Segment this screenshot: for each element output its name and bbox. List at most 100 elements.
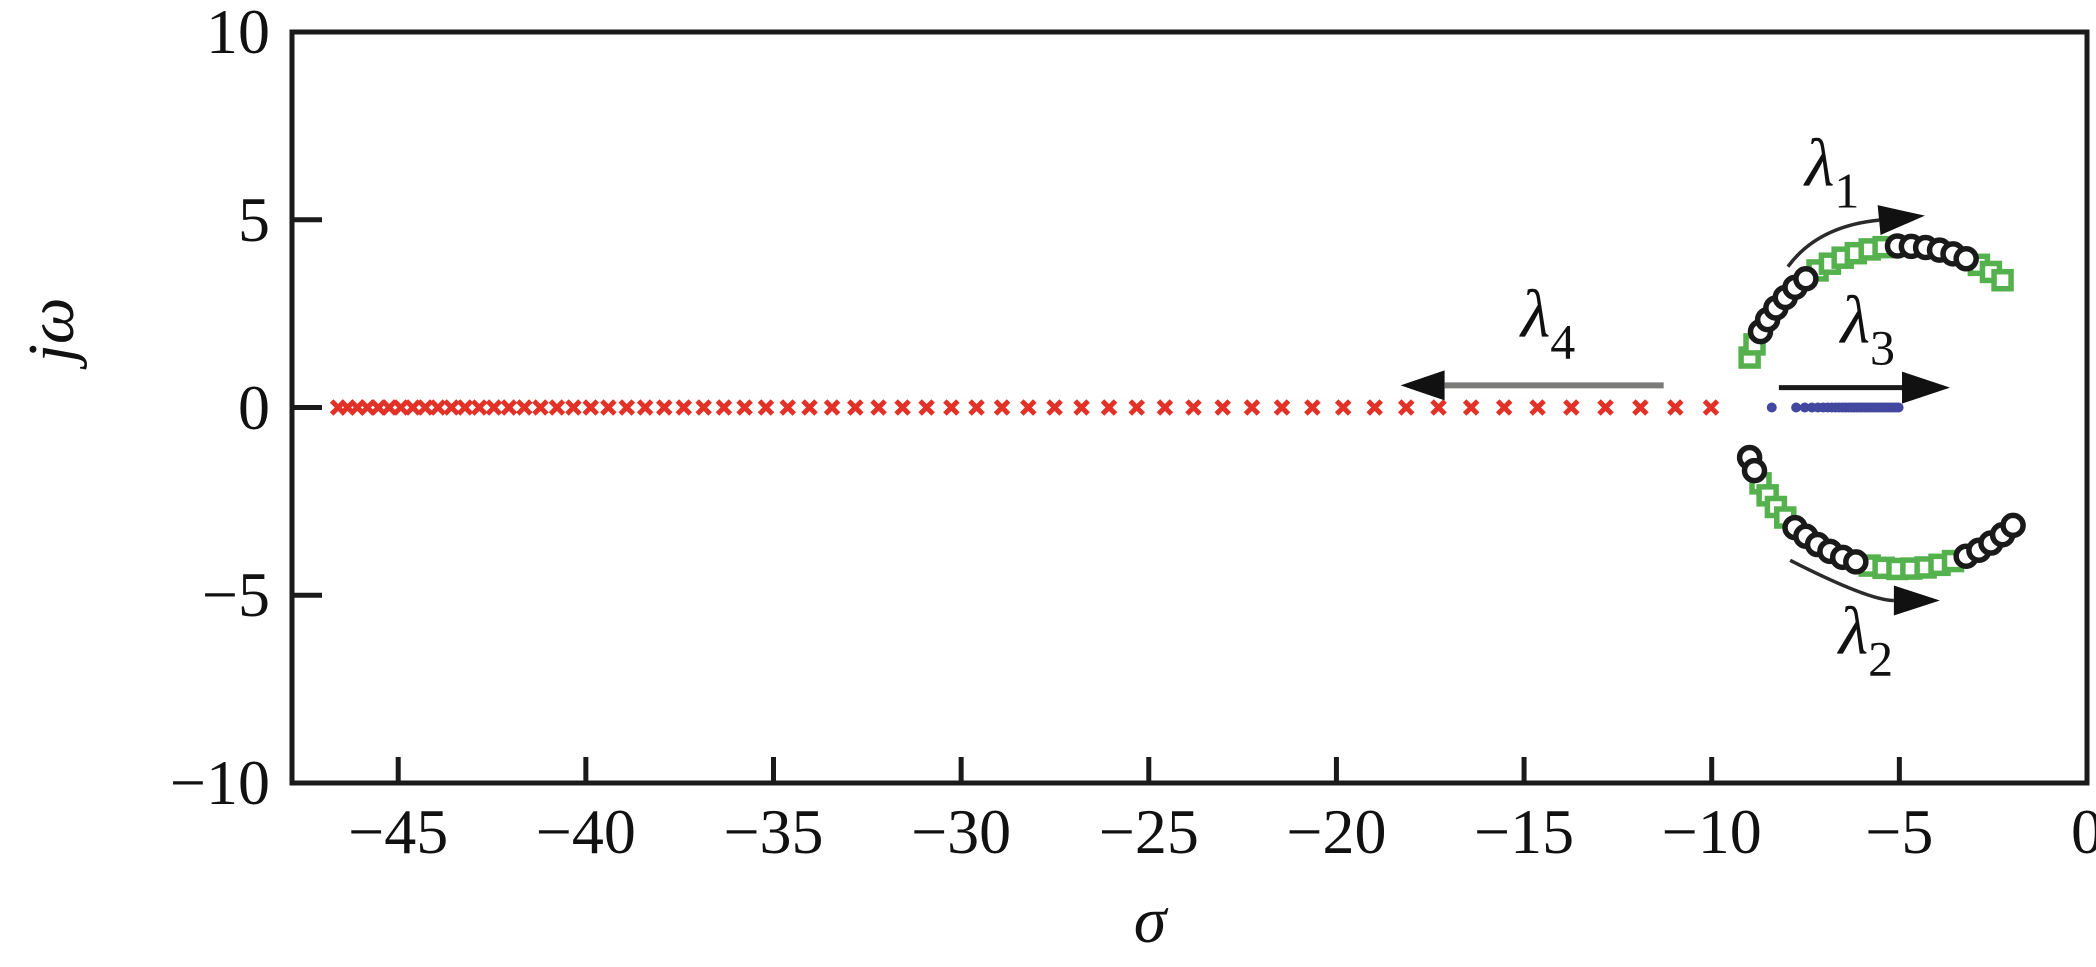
marker-x [516,399,533,416]
lambda3-label-subscript: 3 [1870,319,1896,376]
x-tick-label: 0 [2071,796,2096,867]
marker-x [894,399,911,416]
lambda4-label-base: λ [1520,275,1551,352]
marker-x [1214,399,1231,416]
lambda2-label-base: λ [1838,592,1869,669]
marker-x [471,399,488,416]
marker-x [968,399,985,416]
marker-x [500,399,518,416]
marker-x [1185,399,1202,416]
x-tick-label: −15 [1474,796,1575,867]
marker-x [1430,399,1447,416]
marker-x [1495,399,1513,416]
marker-open-circle [1953,246,1979,272]
lambda2-label: λ2 [1839,597,1893,684]
arrow-head [1877,205,1925,236]
marker-x [532,399,549,416]
lambda2-arrow-curve [1789,558,1894,603]
x-tick-label: −25 [1098,796,1199,867]
lambda1-arrow-curve [1786,218,1880,268]
marker-x [993,399,1011,416]
marker-x [695,399,712,416]
marker-x [456,399,474,416]
marker-dot [1893,402,1904,413]
y-tick-label: 5 [238,183,270,255]
marker-x [757,399,775,416]
y-axis-label: jω [15,297,88,363]
lambda1-label: λ1 [1805,129,1859,216]
marker-x [847,399,864,416]
marker-x [1667,399,1684,416]
marker-x [1156,399,1174,416]
marker-x [1529,399,1546,416]
marker-x [1304,399,1321,416]
marker-x [715,399,733,416]
marker-x [1563,399,1580,416]
y-tick-label: −5 [201,559,270,631]
y-tick-label: 10 [206,0,270,67]
marker-x [582,399,599,416]
arrow-head [1902,371,1951,404]
marker-dot [1791,402,1802,413]
x-tick-label: −20 [1286,796,1387,867]
lambda1-label-base: λ [1804,124,1835,201]
marker-open-square [1991,268,2014,292]
x-tick-label: −45 [348,796,449,867]
marker-x [736,399,753,416]
marker-x [656,399,673,416]
marker-x [1632,399,1649,416]
marker-x [548,399,566,416]
marker-x [1100,399,1118,416]
marker-x [636,399,654,416]
marker-x [1597,399,1614,416]
y-tick-label: 0 [238,371,270,443]
marker-x [1397,399,1415,416]
lambda4-label-subscript: 4 [1550,313,1576,370]
marker-x [1020,399,1037,416]
marker-x [675,399,693,416]
lambda4-label: λ4 [1521,279,1575,366]
marker-x [1046,399,1063,416]
marker-open-circle [1843,549,1869,575]
x-tick-label: −5 [1865,796,1934,867]
marker-x [600,399,617,416]
marker-open-circle [2000,512,2026,539]
x-tick-label: −35 [723,796,824,867]
lambda2-label-subscript: 2 [1868,630,1894,687]
lambda3-label: λ3 [1841,285,1895,372]
marker-x [618,399,636,416]
marker-dot [1766,402,1777,413]
marker-x [823,399,841,416]
arrow-head [1400,370,1445,401]
marker-x [1702,399,1720,416]
x-tick-label: −10 [1661,796,1762,867]
marker-x [1273,399,1291,416]
marker-x [801,399,818,416]
marker-x [1366,399,1383,416]
marker-open-circle [1741,457,1768,484]
x-axis-label: σ [1133,884,1167,957]
marker-x [429,399,447,416]
marker-x [443,399,460,416]
marker-x [779,399,797,416]
lambda3-label-base: λ [1840,281,1871,358]
x-tick-label: −30 [911,796,1012,867]
x-tick-label: −40 [535,796,636,867]
marker-x [943,399,960,416]
marker-x [416,399,434,416]
marker-dot [1799,402,1810,413]
marker-x [404,399,422,416]
marker-x [565,399,582,416]
arrow-head [1893,585,1940,616]
y-tick-label: −10 [169,747,270,818]
marker-x [1128,399,1146,416]
marker-x [870,399,887,416]
marker-x [1073,399,1090,416]
marker-open-circle [1793,265,1819,292]
marker-x [485,399,503,416]
lambda1-label-subscript: 1 [1834,162,1860,219]
marker-x [1334,399,1352,416]
marker-x [1462,399,1480,416]
